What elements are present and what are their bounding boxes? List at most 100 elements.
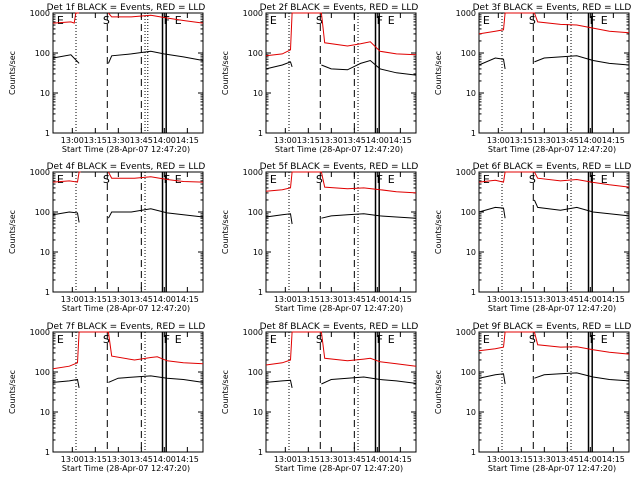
marker-label: F [164, 333, 170, 346]
y-tick-label: 10 [253, 408, 263, 417]
marker-label: F [377, 14, 383, 27]
marker-label: F [377, 333, 383, 346]
y-axis-label: Counts/sec [221, 51, 230, 95]
y-tick-label: 10 [466, 248, 476, 257]
y-tick-label: 1 [45, 448, 50, 457]
panel-det-9: Det 9f BLACK = Events, RED = LLD 1 10 100 10… [434, 322, 631, 473]
panel-det-1: Det 1f BLACK = Events, RED = LLD 1 10 100 10… [8, 3, 205, 154]
y-tick-label: 100 [248, 208, 263, 217]
x-tick-label: 13:30 [533, 455, 556, 464]
series-lld-line [265, 331, 417, 367]
y-tick-label: 1000 [243, 168, 263, 177]
series-lld-line [265, 171, 417, 194]
panel-det-8: Det 8f BLACK = Events, RED = LLD 1 10 100 10… [221, 322, 418, 473]
plot-frame [265, 12, 417, 134]
marker-label: E [175, 333, 182, 346]
y-tick-label: 1000 [30, 9, 50, 18]
y-tick-label: 1000 [243, 9, 263, 18]
x-tick-label: 13:45 [130, 295, 153, 304]
x-tick-label: 14:15 [176, 136, 199, 145]
panel-det-5: Det 5f BLACK = Events, RED = LLD 1 10 100 10… [221, 162, 418, 313]
y-axis-label: Counts/sec [221, 370, 230, 414]
series-events-line [52, 375, 204, 388]
plot-frame [478, 331, 630, 453]
x-tick-label: 14:00 [366, 295, 389, 304]
marker-label: E [57, 173, 64, 186]
y-tick-label: 100 [35, 49, 50, 58]
y-tick-label: 1 [45, 288, 50, 297]
y-tick-label: 100 [35, 368, 50, 377]
x-axis-label: Start Time (28-Apr-07 12:47:20) [275, 304, 403, 313]
y-tick-label: 10 [253, 248, 263, 257]
y-tick-label: 1000 [456, 9, 476, 18]
series-events-line [478, 199, 630, 219]
marker-label: E [270, 333, 277, 346]
x-axis-label: Start Time (28-Apr-07 12:47:20) [488, 304, 616, 313]
panel-title: Det 5f BLACK = Events, RED = LLD [260, 162, 419, 172]
x-tick-label: 13:45 [343, 136, 366, 145]
plot-frame [52, 171, 204, 293]
panel-det-2: Det 2f BLACK = Events, RED = LLD 1 10 100 10… [221, 3, 418, 154]
marker-label: S [529, 333, 536, 346]
y-axis-label: Counts/sec [434, 51, 443, 95]
series-lld-line [478, 331, 630, 355]
x-tick-label: 13:15 [84, 455, 107, 464]
series-lld-line [478, 171, 630, 188]
x-tick-label: 13:00 [487, 136, 510, 145]
panel-title: Det 2f BLACK = Events, RED = LLD [260, 3, 419, 13]
x-tick-label: 14:00 [153, 455, 176, 464]
y-tick-label: 1 [471, 448, 476, 457]
x-tick-label: 13:45 [343, 295, 366, 304]
marker-label: E [57, 14, 64, 27]
x-tick-label: 13:00 [61, 295, 84, 304]
series-lld-line [52, 171, 204, 183]
panel-title: Det 1f BLACK = Events, RED = LLD [47, 3, 206, 13]
x-axis-label: Start Time (28-Apr-07 12:47:20) [488, 145, 616, 154]
y-tick-label: 100 [35, 208, 50, 217]
x-tick-label: 13:15 [510, 295, 533, 304]
x-tick-label: 14:15 [602, 136, 625, 145]
x-tick-label: 14:00 [153, 295, 176, 304]
plot-frame [52, 331, 204, 453]
x-tick-label: 13:15 [84, 295, 107, 304]
series-events-line [52, 50, 204, 64]
x-tick-label: 14:00 [579, 455, 602, 464]
x-tick-label: 14:15 [389, 455, 412, 464]
x-tick-label: 14:15 [602, 295, 625, 304]
marker-label: E [57, 333, 64, 346]
y-tick-label: 10 [40, 248, 50, 257]
panel-title: Det 6f BLACK = Events, RED = LLD [473, 162, 632, 172]
x-tick-label: 13:15 [84, 136, 107, 145]
x-tick-label: 13:30 [107, 455, 130, 464]
plot-frame [265, 331, 417, 453]
marker-label: E [175, 14, 182, 27]
x-tick-label: 13:30 [107, 136, 130, 145]
x-tick-label: 13:15 [297, 295, 320, 304]
x-tick-label: 13:45 [556, 455, 579, 464]
y-axis-label: Counts/sec [434, 210, 443, 254]
marker-label: S [103, 14, 110, 27]
marker-label: E [388, 14, 395, 27]
x-axis-label: Start Time (28-Apr-07 12:47:20) [62, 145, 190, 154]
x-tick-label: 13:15 [297, 136, 320, 145]
x-axis-label: Start Time (28-Apr-07 12:47:20) [275, 145, 403, 154]
x-tick-label: 13:00 [274, 136, 297, 145]
series-lld-line [478, 12, 630, 35]
marker-label: E [270, 14, 277, 27]
plot-frame [52, 12, 204, 134]
x-tick-label: 14:15 [389, 295, 412, 304]
marker-label: S [316, 333, 323, 346]
panel-title: Det 3f BLACK = Events, RED = LLD [473, 3, 632, 13]
series-events-line [265, 59, 417, 76]
series-lld-line [52, 331, 204, 370]
panel-det-4: Det 4f BLACK = Events, RED = LLD 1 10 100 10… [8, 162, 205, 313]
y-tick-label: 10 [40, 89, 50, 98]
marker-label: E [483, 14, 490, 27]
x-tick-label: 14:15 [602, 455, 625, 464]
x-tick-label: 13:30 [533, 295, 556, 304]
x-tick-label: 14:00 [579, 295, 602, 304]
x-tick-label: 13:30 [320, 295, 343, 304]
y-axis-label: Counts/sec [8, 51, 17, 95]
panel-det-7: Det 7f BLACK = Events, RED = LLD 1 10 100 10… [8, 322, 205, 473]
marker-label: S [529, 173, 536, 186]
